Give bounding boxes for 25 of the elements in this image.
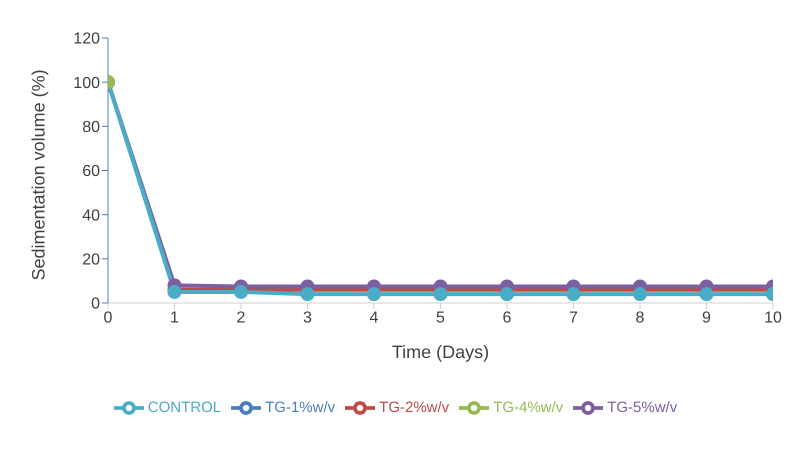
x-tick-label: 1 [170, 309, 180, 326]
legend-label: CONTROL [148, 398, 222, 416]
y-tick-label: 80 [82, 119, 100, 136]
y-tick-label: 20 [82, 252, 100, 269]
x-tick-label: 2 [236, 309, 246, 326]
x-tick-label: 6 [502, 309, 512, 326]
legend-label: TG-1%w/v [265, 398, 336, 416]
y-tick-label: 120 [73, 30, 100, 48]
x-tick-label: 9 [702, 309, 712, 326]
x-axis-title: Time (Days) [392, 342, 490, 362]
x-tick-label: 8 [636, 309, 645, 326]
y-tick-label: 60 [82, 163, 100, 180]
x-tick-label: 3 [303, 309, 312, 326]
y-tick-label: 0 [91, 296, 100, 313]
x-tick-label: 4 [370, 309, 379, 326]
x-tick-label: 10 [764, 309, 782, 326]
x-tick-label: 0 [104, 309, 113, 326]
legend-label: TG-5%w/v [607, 398, 678, 416]
y-tick-label: 40 [82, 207, 100, 224]
legend-label: TG-4%w/v [493, 398, 564, 416]
x-tick-label: 7 [569, 309, 578, 326]
legend-label: TG-2%w/v [379, 398, 450, 416]
y-axis-title: Sedimentation volume (%) [28, 69, 48, 280]
y-tick-label: 100 [73, 74, 100, 92]
x-tick-label: 5 [436, 309, 446, 326]
